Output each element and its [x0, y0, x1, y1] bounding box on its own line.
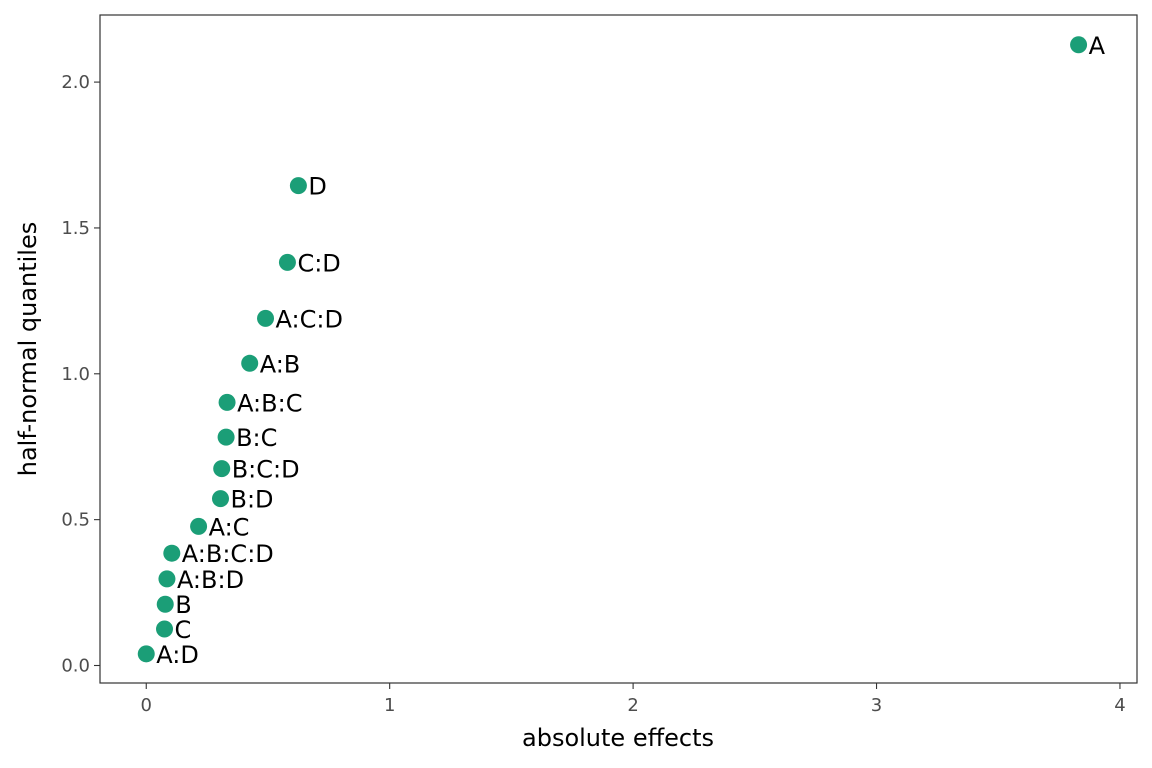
- data-point: [1070, 36, 1088, 54]
- data-point: [156, 595, 174, 613]
- point-label: A:D: [156, 641, 199, 669]
- point-label: B:C:D: [232, 456, 300, 484]
- data-point: [158, 570, 176, 588]
- data-point: [241, 354, 259, 372]
- point-label: B:C: [236, 424, 277, 452]
- y-tick-label: 2.0: [61, 72, 90, 93]
- y-tick-label: 1.5: [61, 218, 90, 239]
- point-label: A:B:C: [237, 389, 302, 417]
- data-point: [190, 517, 208, 535]
- data-point: [163, 544, 181, 562]
- y-axis: 0.0 0.5 1.0 1.5 2.0: [61, 72, 100, 676]
- data-point: [137, 645, 155, 663]
- x-tick-label: 2: [627, 695, 638, 716]
- point-label: A:C: [209, 513, 250, 541]
- x-tick-label: 1: [384, 695, 395, 716]
- point-label: A: [1089, 32, 1106, 60]
- x-tick-label: 0: [141, 695, 152, 716]
- data-point: [218, 393, 236, 411]
- point-label: C: [175, 616, 192, 644]
- y-axis-title: half-normal quantiles: [14, 222, 42, 476]
- point-label: A:B: [260, 350, 301, 378]
- y-tick-label: 0.5: [61, 510, 90, 531]
- point-label: D: [308, 173, 326, 201]
- y-tick-label: 0.0: [61, 655, 90, 676]
- point-label: A:B:D: [177, 566, 244, 594]
- data-point: [213, 460, 231, 478]
- x-axis: 0 1 2 3 4: [141, 683, 1126, 716]
- x-tick-label: 3: [871, 695, 882, 716]
- data-point: [278, 253, 296, 271]
- data-point: [257, 309, 275, 327]
- x-axis-title: absolute effects: [522, 724, 714, 752]
- data-points: [137, 36, 1088, 663]
- data-point: [217, 428, 235, 446]
- point-label: B:D: [230, 486, 273, 514]
- point-label: A:B:C:D: [182, 540, 274, 568]
- data-point: [289, 177, 307, 195]
- x-tick-label: 4: [1114, 695, 1125, 716]
- y-tick-label: 1.0: [61, 364, 90, 385]
- panel-border: [99, 14, 1138, 684]
- data-point: [156, 620, 174, 638]
- point-label: A:C:D: [276, 305, 343, 333]
- point-label: B: [175, 591, 191, 619]
- point-label: C:D: [297, 249, 340, 277]
- data-point: [211, 490, 229, 508]
